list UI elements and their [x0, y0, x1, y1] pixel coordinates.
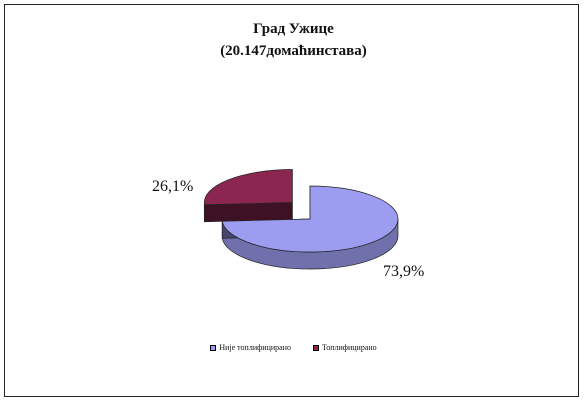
pie-slice-heated: [203, 169, 293, 223]
legend: Није топлифицирано Топлифицирано: [0, 343, 587, 352]
legend-label-not-heated: Није топлифицирано: [219, 343, 291, 352]
legend-label-heated: Топлифицирано: [321, 343, 377, 352]
legend-item-heated: Топлифицирано: [312, 343, 377, 352]
slice-cut-face-0: [204, 202, 293, 223]
slice-top-face: [221, 185, 399, 253]
slice-label-minor: 26,1%: [152, 178, 193, 195]
chart-title: Град Ужице: [253, 21, 334, 37]
pie-slice-not-heated: [221, 185, 399, 270]
chart-subtitle: (20.147домаћинстава): [220, 43, 367, 59]
legend-swatch-not-heated: [210, 344, 217, 351]
legend-swatch-heated: [312, 344, 319, 351]
legend-item-not-heated: Није топлифицирано: [210, 343, 291, 352]
slice-top-face: [203, 169, 293, 206]
pie-layer: [203, 169, 399, 270]
chart-title-block: Град Ужице (20.147домаћинстава): [0, 18, 587, 62]
slice-label-major: 73,9%: [383, 263, 424, 280]
